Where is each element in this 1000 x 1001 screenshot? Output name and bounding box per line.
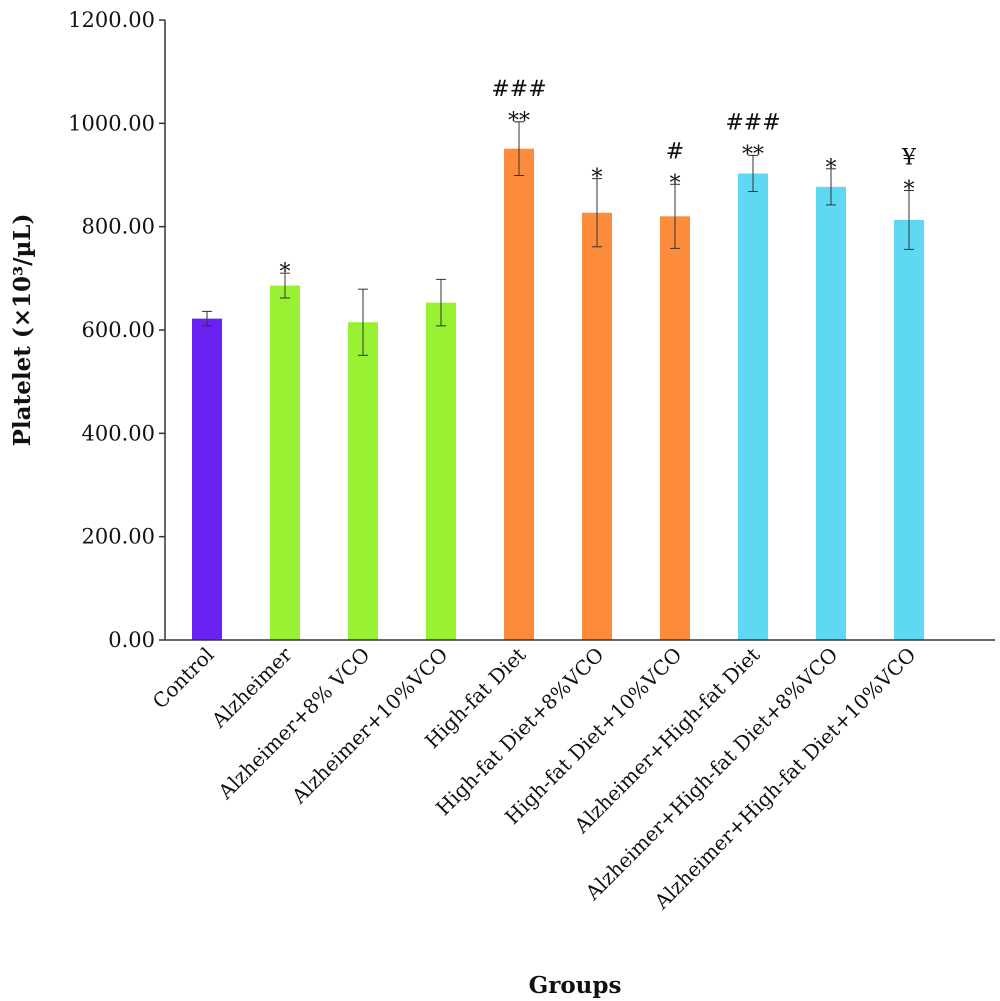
significance-annotations: *###***#*###*** ¥* — [280, 77, 918, 285]
y-axis-ticks: 0.00 200.00 400.00 600.00 800.00 1000.00 1200.… — [68, 8, 165, 652]
significance-marker: ### — [725, 110, 780, 135]
bar — [426, 302, 456, 640]
y-tick-label: 200.00 — [82, 525, 155, 549]
y-tick-label: 600.00 — [82, 318, 155, 342]
y-tick-label: 0.00 — [108, 628, 155, 652]
significance-marker: ** — [508, 109, 530, 134]
y-tick-label: 1000.00 — [68, 111, 155, 135]
x-tick-label: Control — [148, 643, 219, 714]
significance-marker: * — [826, 156, 837, 181]
significance-marker: * — [280, 260, 291, 285]
bar — [270, 285, 300, 640]
significance-marker: * — [904, 178, 915, 203]
y-tick-label: 1200.00 — [68, 8, 155, 32]
significance-marker: # — [666, 139, 684, 164]
error-bars — [202, 121, 914, 356]
bars — [192, 148, 924, 641]
bar — [816, 186, 846, 640]
significance-marker: ### — [491, 77, 546, 102]
y-tick-label: 400.00 — [82, 421, 155, 445]
bar — [660, 216, 690, 641]
y-axis-title: Platelet (×10³/µL) — [9, 214, 36, 447]
bar — [192, 318, 222, 640]
x-axis-title: Groups — [529, 972, 622, 999]
y-tick-label: 800.00 — [82, 215, 155, 239]
bar — [894, 219, 924, 640]
bar — [348, 322, 378, 640]
x-tick-label: Alzheimer+10%VCO — [286, 643, 452, 809]
bar — [582, 212, 612, 640]
significance-marker: * — [670, 171, 681, 196]
bar — [738, 173, 768, 640]
significance-marker: ** — [742, 142, 764, 167]
bar — [504, 148, 534, 640]
significance-marker: ¥ — [901, 146, 917, 171]
x-tick-label: Alzheimer+8% VCO — [213, 643, 375, 805]
significance-marker: * — [592, 166, 603, 191]
